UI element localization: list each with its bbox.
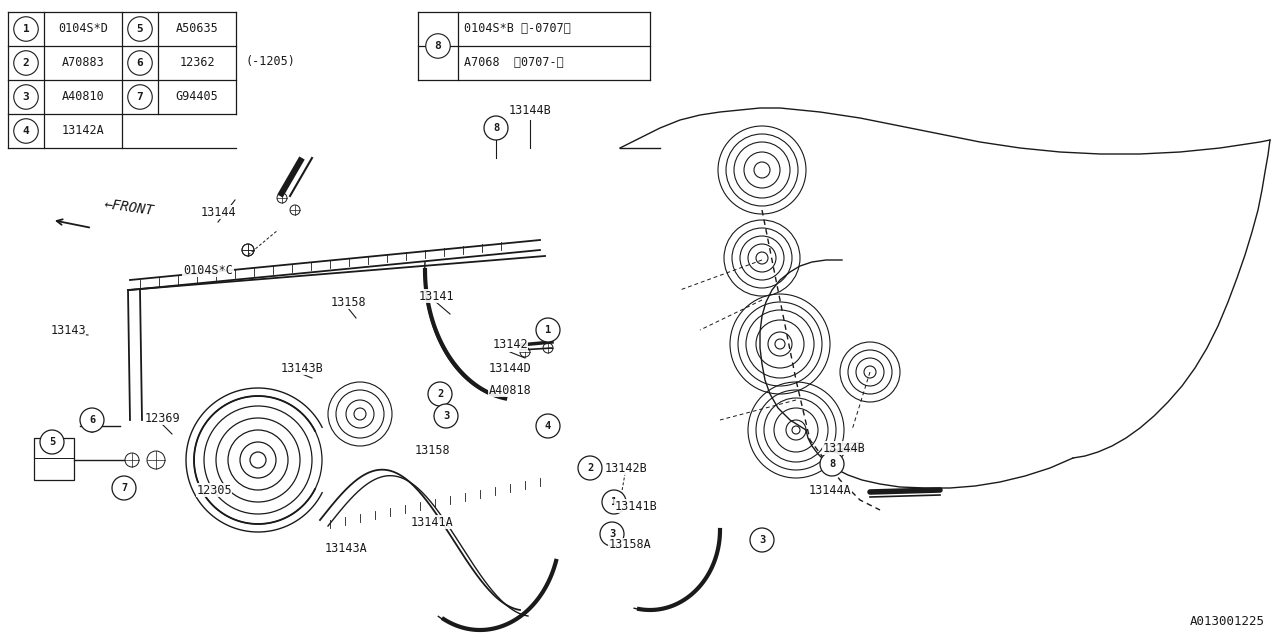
Text: 4: 4 <box>23 126 29 136</box>
Text: 13142B: 13142B <box>604 461 648 474</box>
Text: 12305: 12305 <box>196 483 232 497</box>
Text: 4: 4 <box>545 421 552 431</box>
Text: 0104S*B （-0707）: 0104S*B （-0707） <box>465 22 571 35</box>
Text: 8: 8 <box>493 123 499 133</box>
Text: A50635: A50635 <box>175 22 219 35</box>
Circle shape <box>579 456 602 480</box>
Text: 13143B: 13143B <box>280 362 324 374</box>
Text: 2: 2 <box>436 389 443 399</box>
Circle shape <box>428 382 452 406</box>
Text: 5: 5 <box>49 437 55 447</box>
Text: 5: 5 <box>137 24 143 34</box>
Text: A40818: A40818 <box>489 383 531 397</box>
Text: 1: 1 <box>545 325 552 335</box>
Text: 1: 1 <box>23 24 29 34</box>
Text: 3: 3 <box>23 92 29 102</box>
Circle shape <box>14 17 38 41</box>
Text: 13144: 13144 <box>200 205 236 218</box>
Circle shape <box>128 84 152 109</box>
Text: 13141B: 13141B <box>614 499 658 513</box>
Text: A7068  （0707-）: A7068 （0707-） <box>465 56 563 70</box>
Text: A40810: A40810 <box>61 90 105 104</box>
Text: 3: 3 <box>443 411 449 421</box>
Text: 0104S*D: 0104S*D <box>58 22 108 35</box>
Text: 13143A: 13143A <box>325 541 367 554</box>
Circle shape <box>128 17 152 41</box>
Text: A70883: A70883 <box>61 56 105 70</box>
Circle shape <box>14 84 38 109</box>
Text: (-1205): (-1205) <box>244 56 294 68</box>
Text: 13158A: 13158A <box>608 538 652 552</box>
Circle shape <box>426 34 451 58</box>
Text: 13142: 13142 <box>493 339 527 351</box>
Text: 1: 1 <box>611 497 617 507</box>
Circle shape <box>14 119 38 143</box>
Text: A013001225: A013001225 <box>1190 615 1265 628</box>
Text: 13158: 13158 <box>415 444 449 456</box>
Text: 12362: 12362 <box>179 56 215 70</box>
Circle shape <box>113 476 136 500</box>
Text: ←FRONT: ←FRONT <box>102 197 155 218</box>
Text: 13144B: 13144B <box>508 104 552 116</box>
Text: 13142A: 13142A <box>61 125 105 138</box>
Circle shape <box>128 51 152 76</box>
Text: 3: 3 <box>609 529 616 539</box>
Text: 13144D: 13144D <box>489 362 531 374</box>
Text: 13144B: 13144B <box>823 442 865 454</box>
Circle shape <box>602 490 626 514</box>
Text: 3: 3 <box>759 535 765 545</box>
Text: 13158: 13158 <box>330 296 366 308</box>
Text: 7: 7 <box>137 92 143 102</box>
Circle shape <box>14 51 38 76</box>
Circle shape <box>820 452 844 476</box>
Circle shape <box>536 318 561 342</box>
Circle shape <box>434 404 458 428</box>
Circle shape <box>484 116 508 140</box>
Text: 13141A: 13141A <box>411 515 453 529</box>
Text: G94405: G94405 <box>175 90 219 104</box>
Text: 6: 6 <box>137 58 143 68</box>
Text: 12369: 12369 <box>145 412 179 424</box>
Text: 6: 6 <box>88 415 95 425</box>
Circle shape <box>79 408 104 432</box>
Text: 2: 2 <box>23 58 29 68</box>
Bar <box>35 438 74 480</box>
Text: 13144A: 13144A <box>809 483 851 497</box>
Circle shape <box>600 522 625 546</box>
Circle shape <box>536 414 561 438</box>
Text: 2: 2 <box>586 463 593 473</box>
Circle shape <box>40 430 64 454</box>
Text: 13141: 13141 <box>419 289 454 303</box>
Text: 8: 8 <box>435 41 442 51</box>
Text: 7: 7 <box>120 483 127 493</box>
Text: 8: 8 <box>829 459 835 469</box>
Circle shape <box>750 528 774 552</box>
Text: 0104S*C: 0104S*C <box>183 264 233 276</box>
Text: 13143: 13143 <box>50 323 86 337</box>
